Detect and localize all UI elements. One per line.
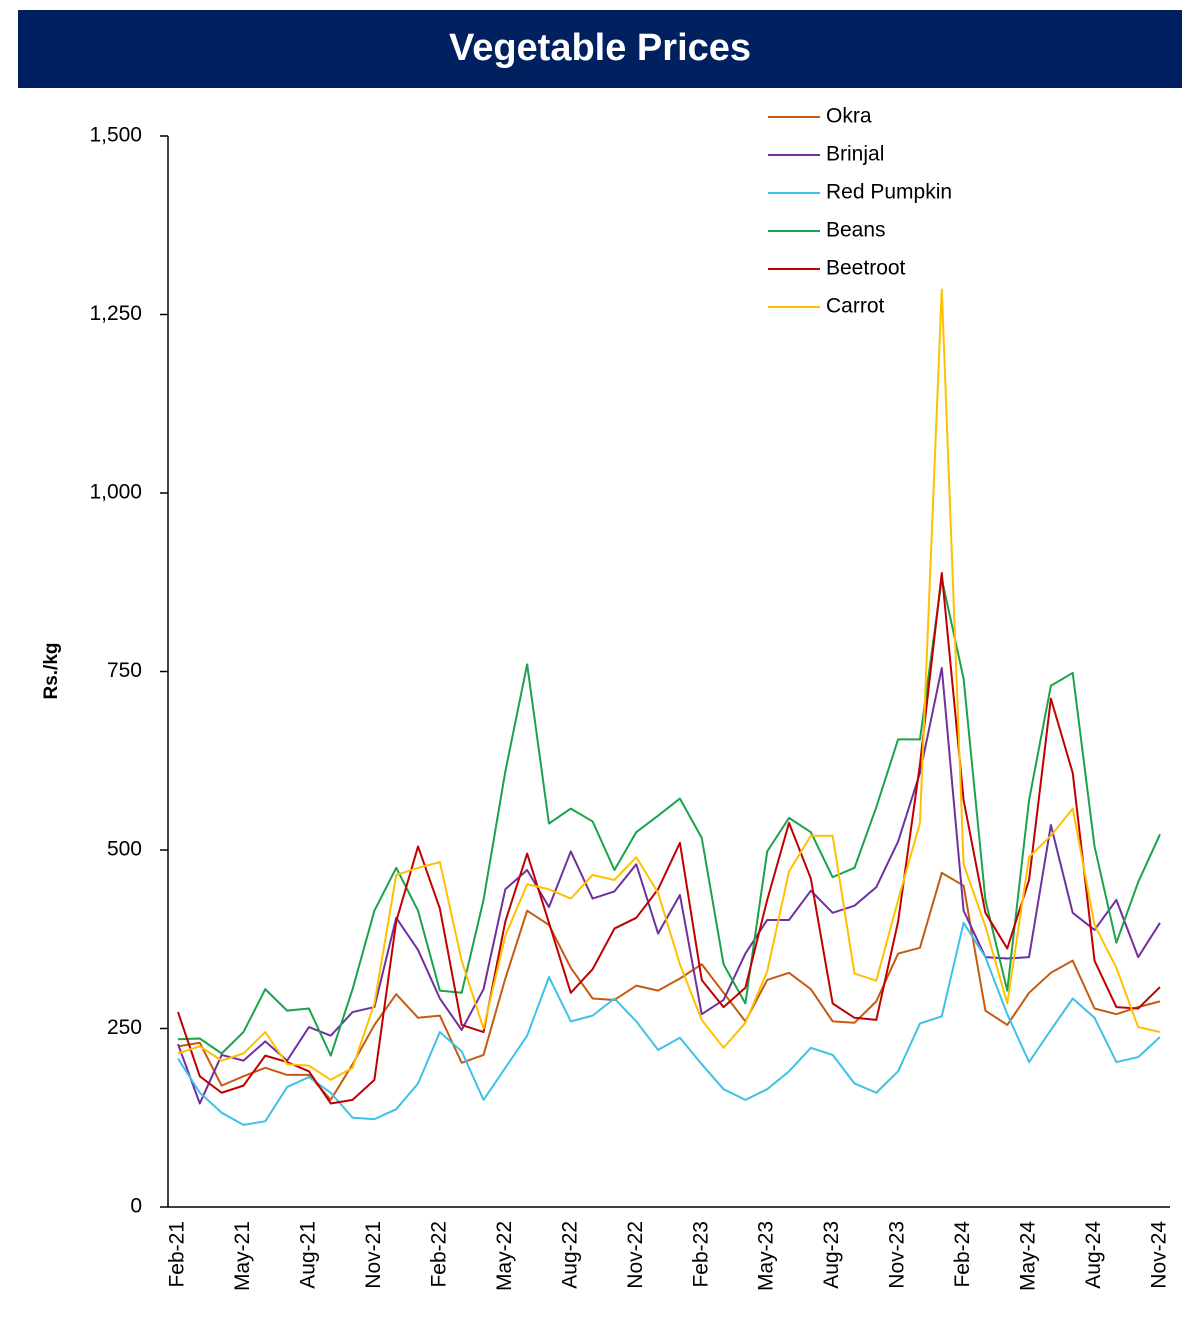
x-tick-label: Nov-23 — [886, 1221, 909, 1289]
series-line — [177, 571, 1161, 1105]
x-tick-label: May-22 — [493, 1221, 516, 1291]
x-tick-label: May-23 — [755, 1221, 778, 1291]
y-axis-label: Rs./kg — [41, 642, 62, 699]
x-tick-label: May-21 — [231, 1221, 254, 1291]
x-tick-label: May-24 — [1017, 1221, 1040, 1291]
y-tick-label: 1,250 — [89, 302, 142, 325]
x-tick-label: Nov-22 — [624, 1221, 647, 1289]
y-tick-label: 0 — [130, 1195, 142, 1218]
series-line — [177, 871, 1161, 1101]
x-tick-label: Aug-24 — [1082, 1221, 1105, 1289]
y-tick-label: 500 — [107, 838, 142, 861]
x-tick-label: Feb-22 — [427, 1221, 450, 1288]
legend-label: Carrot — [826, 295, 885, 318]
y-tick-label: 250 — [107, 1016, 142, 1039]
x-tick-label: Aug-22 — [558, 1221, 581, 1289]
x-tick-label: Feb-21 — [166, 1221, 189, 1288]
x-tick-label: Aug-21 — [296, 1221, 319, 1289]
legend-label: Brinjal — [826, 143, 884, 166]
y-tick-label: 750 — [107, 659, 142, 682]
y-tick-label: 1,000 — [89, 481, 142, 504]
series-line — [177, 666, 1161, 1105]
y-tick-label: 1,500 — [89, 124, 142, 147]
series-line — [177, 288, 1161, 1081]
series-line — [177, 577, 1161, 1057]
x-tick-label: Nov-21 — [362, 1221, 385, 1289]
x-tick-label: Feb-23 — [689, 1221, 712, 1288]
legend-label: Okra — [826, 105, 872, 128]
x-tick-label: Nov-24 — [1148, 1221, 1171, 1289]
legend-label: Beetroot — [826, 257, 906, 280]
chart-title: Vegetable Prices — [449, 27, 751, 69]
x-tick-label: Aug-23 — [820, 1221, 843, 1289]
series-line — [177, 921, 1161, 1126]
legend-label: Red Pumpkin — [826, 181, 952, 204]
x-tick-label: Feb-24 — [951, 1221, 974, 1288]
legend-label: Beans — [826, 219, 886, 242]
title-banner — [18, 10, 1182, 88]
